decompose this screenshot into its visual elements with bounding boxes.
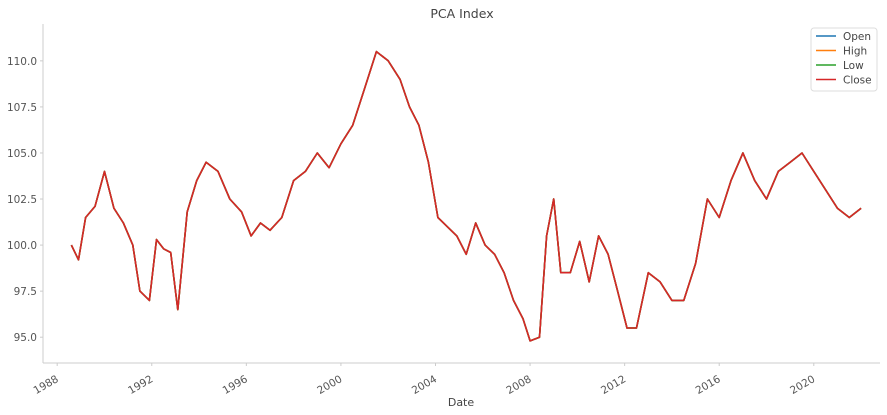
x-tick-label: 2008	[504, 373, 533, 397]
plot-area: 1988 1992 1996 2000 2004 2008 2012 2016 2020 95.…	[7, 24, 880, 397]
y-tick-label: 100.0	[7, 240, 37, 252]
y-tick-label: 95.0	[14, 332, 37, 344]
x-tick-label: 1992	[126, 373, 155, 397]
y-tick-label: 110.0	[7, 56, 37, 68]
y-tick-label: 105.0	[7, 148, 37, 160]
x-tick-label: 1996	[221, 373, 250, 397]
legend-label-high: High	[843, 46, 867, 58]
x-axis-title: Date	[448, 396, 475, 409]
y-tick-label: 107.5	[7, 102, 37, 114]
series-line-low	[70, 50, 862, 342]
y-tick-group: 95.0 97.5 100.0 102.5 105.0 107.5 110.0	[7, 56, 43, 344]
x-tick-group: 1988 1992 1996 2000 2004 2008 2012 2016 2020	[32, 363, 817, 397]
legend-items: Open High Low Close	[816, 31, 872, 87]
x-tick-label: 2000	[315, 373, 344, 397]
x-tick-label: 2012	[599, 373, 628, 397]
legend-label-close: Close	[843, 75, 872, 87]
legend-box	[810, 27, 878, 92]
legend-label-open: Open	[843, 31, 871, 43]
series-line-open	[70, 50, 862, 342]
legend-label-low: Low	[843, 60, 864, 72]
legend: Open High Low Close	[810, 27, 878, 92]
x-tick-label: 2016	[694, 373, 723, 397]
y-tick-label: 97.5	[14, 286, 37, 298]
series-line-high	[70, 50, 862, 342]
y-tick-label: 102.5	[7, 194, 37, 206]
series-lines	[70, 50, 862, 342]
x-tick-label: 2020	[788, 373, 817, 397]
chart-title: PCA Index	[430, 6, 493, 21]
x-tick-label: 2004	[410, 373, 439, 397]
series-line-close	[70, 50, 862, 342]
x-tick-label: 1988	[32, 373, 61, 397]
